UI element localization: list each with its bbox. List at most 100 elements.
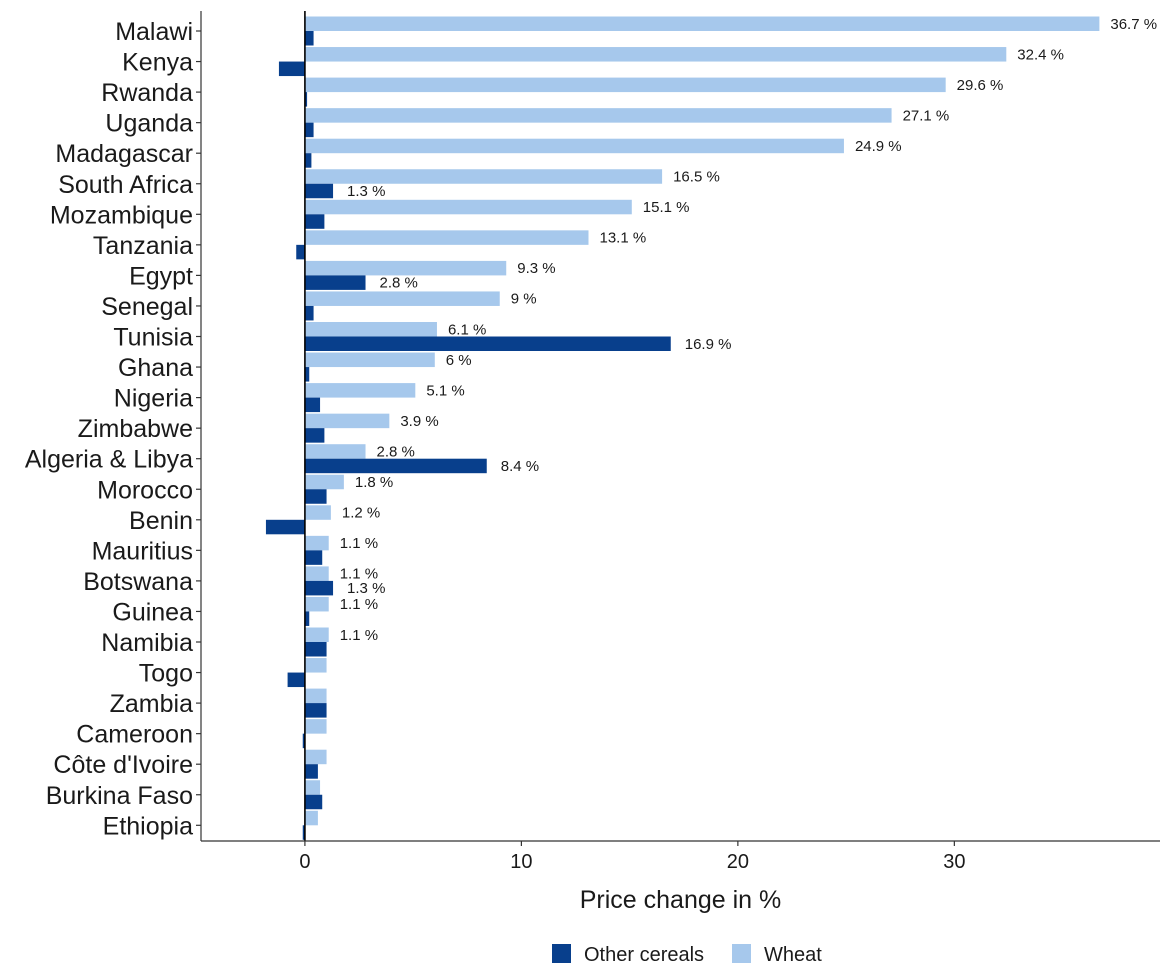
legend: Other cereals Wheat bbox=[552, 944, 822, 963]
data-label-wheat: 1.1 % bbox=[340, 566, 378, 583]
data-label-wheat: 9 % bbox=[511, 291, 537, 308]
bar-other-cereals bbox=[304, 214, 325, 229]
bar-wheat bbox=[304, 47, 1007, 62]
y-tick-label: Burkina Faso bbox=[46, 782, 193, 810]
bar-other-cereals bbox=[304, 31, 314, 46]
y-tick-label: Togo bbox=[139, 660, 193, 688]
bar-other-cereals bbox=[304, 336, 671, 351]
y-tick-label: Algeria & Libya bbox=[25, 446, 193, 474]
data-label-wheat: 9.3 % bbox=[517, 260, 555, 277]
bar-wheat bbox=[304, 596, 329, 612]
y-tick-label: Namibia bbox=[101, 629, 193, 657]
data-label-other-cereals: 8.4 % bbox=[501, 458, 539, 475]
bar-other-cereals bbox=[304, 397, 321, 413]
bar-other-cereals bbox=[304, 153, 312, 168]
bar-other-cereals bbox=[304, 305, 314, 321]
x-axis-title: Price change in % bbox=[580, 886, 782, 914]
bar-other-cereals bbox=[265, 519, 305, 535]
bar-wheat bbox=[304, 199, 632, 215]
legend-swatch bbox=[732, 944, 751, 963]
y-tick-label: Mauritius bbox=[92, 537, 193, 565]
bar-other-cereals bbox=[302, 733, 305, 749]
x-axis: 0 10 20 30 bbox=[201, 840, 1160, 873]
bar-other-cereals bbox=[304, 642, 327, 657]
bar-other-cereals bbox=[302, 825, 305, 840]
bar-other-cereals bbox=[304, 489, 327, 504]
y-tick-label: Rwanda bbox=[101, 79, 193, 107]
y-tick-label: Côte d'Ivoire bbox=[53, 751, 193, 779]
x-tick-label: 20 bbox=[727, 851, 749, 873]
data-label-wheat: 6 % bbox=[446, 352, 472, 369]
bar-other-cereals bbox=[304, 703, 327, 718]
bar-wheat bbox=[304, 688, 327, 704]
data-label-wheat: 6.1 % bbox=[448, 321, 486, 338]
bar-wheat bbox=[304, 413, 390, 429]
bar-wheat bbox=[304, 230, 589, 245]
bar-other-cereals bbox=[304, 550, 323, 565]
bar-other-cereals bbox=[304, 367, 310, 382]
bar-wheat bbox=[304, 627, 329, 642]
bar-wheat bbox=[304, 383, 416, 398]
bar-other-cereals bbox=[304, 275, 366, 290]
bar-other-cereals bbox=[304, 428, 325, 443]
data-label-wheat: 16.5 % bbox=[673, 169, 720, 186]
data-label-wheat: 15.1 % bbox=[643, 199, 690, 216]
bar-wheat bbox=[304, 566, 329, 581]
data-label-wheat: 27.1 % bbox=[903, 107, 950, 124]
data-label-wheat: 13.1 % bbox=[599, 230, 646, 247]
data-label-other-cereals: 1.3 % bbox=[347, 580, 385, 597]
data-label-wheat: 1.2 % bbox=[342, 505, 380, 522]
data-label-wheat: 1.1 % bbox=[340, 627, 378, 644]
y-tick-label: Kenya bbox=[122, 49, 193, 77]
y-tick-label: Guinea bbox=[112, 598, 193, 626]
y-tick-label: Zambia bbox=[110, 690, 193, 718]
plot-area: 36.7 % 32.4 % 29.6 % 27.1 %24.9 % 16.5 % 1.3 … bbox=[265, 11, 1157, 841]
bar-wheat bbox=[304, 444, 366, 459]
bar-wheat bbox=[304, 535, 329, 551]
bar-other-cereals bbox=[304, 458, 487, 474]
y-tick-label: Zimbabwe bbox=[78, 415, 193, 443]
bar-wheat bbox=[304, 719, 327, 734]
y-tick-label: Benin bbox=[129, 507, 193, 535]
bar-wheat bbox=[304, 810, 318, 826]
bar-other-cereals bbox=[296, 244, 305, 260]
data-label-wheat: 29.6 % bbox=[957, 77, 1004, 94]
legend-label: Other cereals bbox=[584, 944, 704, 963]
y-tick-label: Malawi bbox=[115, 18, 193, 46]
bar-other-cereals bbox=[304, 611, 310, 626]
legend-swatch bbox=[552, 944, 571, 963]
y-tick-label: South Africa bbox=[58, 171, 193, 199]
y-tick-label: Nigeria bbox=[114, 385, 193, 413]
data-label-wheat: 24.9 % bbox=[855, 138, 902, 155]
y-tick-label: Egypt bbox=[129, 262, 193, 290]
bar-other-cereals bbox=[304, 92, 308, 107]
data-label-other-cereals: 2.8 % bbox=[380, 275, 418, 292]
y-tick-label: Mozambique bbox=[50, 201, 193, 229]
bar-other-cereals bbox=[304, 580, 334, 596]
bar-wheat bbox=[304, 658, 327, 673]
y-tick-label: Tanzania bbox=[93, 232, 193, 260]
bar-wheat bbox=[304, 505, 331, 520]
bar-wheat bbox=[304, 322, 437, 337]
y-tick-label: Ethiopia bbox=[103, 812, 193, 840]
legend-label: Wheat bbox=[764, 944, 822, 963]
bar-other-cereals bbox=[304, 794, 323, 810]
data-label-wheat: 36.7 % bbox=[1110, 16, 1157, 33]
bar-wheat bbox=[304, 138, 844, 154]
bar-other-cereals bbox=[304, 122, 314, 138]
bar-wheat bbox=[304, 108, 892, 123]
y-tick-label: Botswana bbox=[83, 568, 193, 596]
bar-other-cereals bbox=[278, 61, 305, 77]
data-label-wheat: 1.8 % bbox=[355, 474, 393, 491]
data-label-other-cereals: 1.3 % bbox=[347, 183, 385, 200]
bar-wheat bbox=[304, 77, 946, 93]
data-label-wheat: 1.1 % bbox=[340, 596, 378, 613]
y-tick-label: Madagascar bbox=[55, 140, 193, 168]
bar-wheat bbox=[304, 291, 500, 306]
bar-wheat bbox=[304, 16, 1100, 31]
data-label-wheat: 3.9 % bbox=[400, 413, 438, 430]
y-tick-label: Ghana bbox=[118, 354, 193, 382]
bar-wheat bbox=[304, 780, 321, 795]
bar-wheat bbox=[304, 352, 435, 368]
x-tick-label: 10 bbox=[510, 851, 532, 873]
